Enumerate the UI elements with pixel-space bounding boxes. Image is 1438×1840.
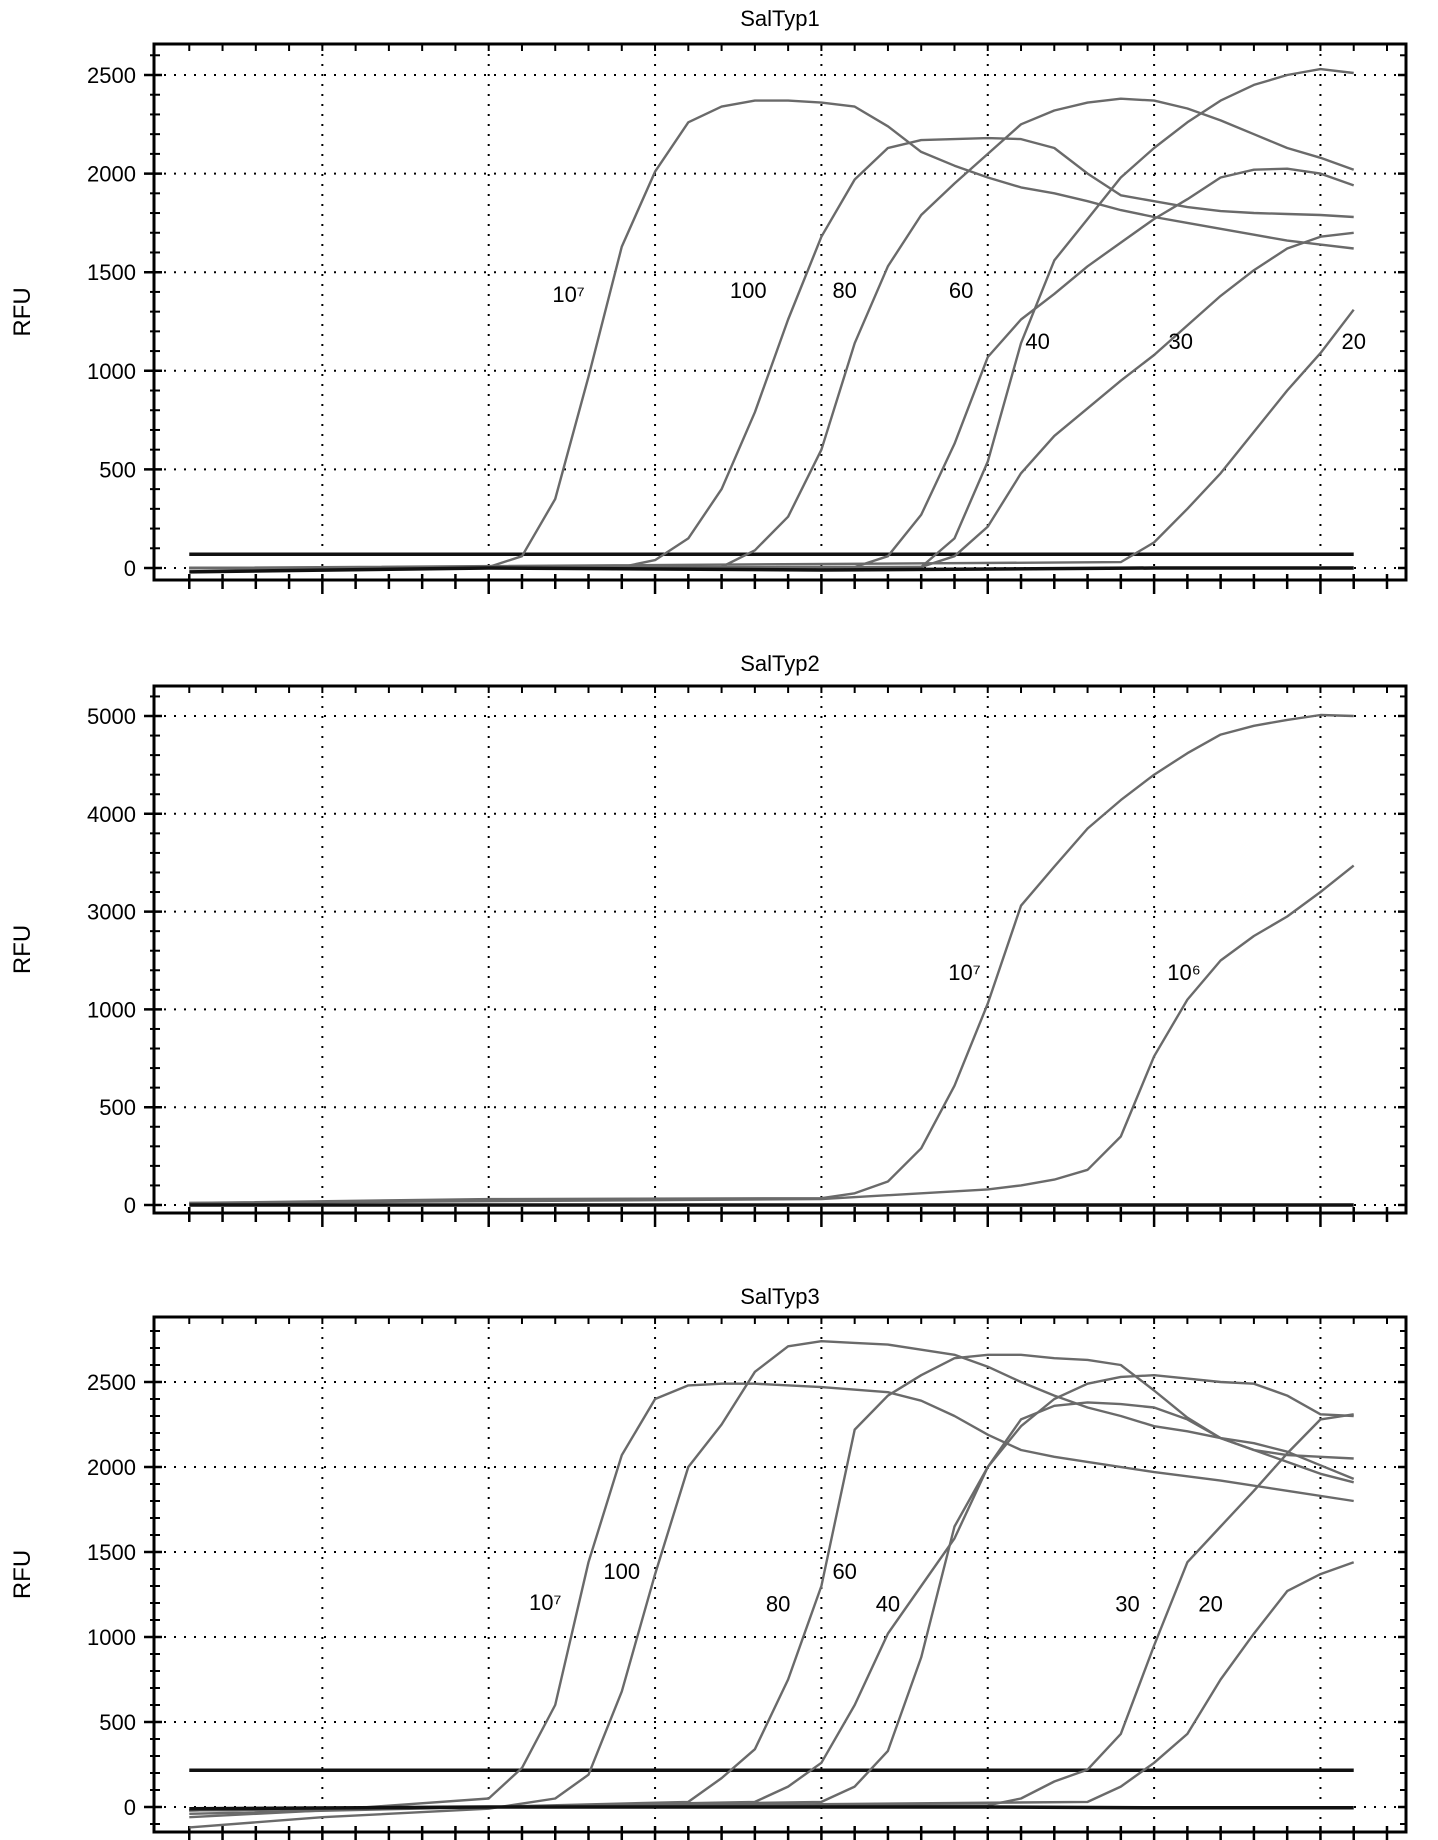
curve-label: 40 bbox=[1025, 329, 1049, 354]
y-tick-label: 1000 bbox=[87, 997, 136, 1022]
y-tick-label: 500 bbox=[99, 1095, 136, 1120]
amplification-curve-1 bbox=[189, 713, 1354, 1205]
y-tick-label: 500 bbox=[99, 1710, 136, 1735]
y-tick-label: 3000 bbox=[87, 900, 136, 925]
y-tick-label: 2000 bbox=[87, 162, 136, 187]
y-tick-label: 4000 bbox=[87, 802, 136, 827]
curve-label: 100 bbox=[730, 278, 767, 303]
y-axis-label: RFU bbox=[9, 287, 36, 336]
curve-label: 80 bbox=[832, 278, 856, 303]
chart-2: SalTyp2 RFU 0 500 1000 3000 4000 5000 10⁷ 10⁶ bbox=[9, 651, 1408, 1227]
curve-label: 80 bbox=[766, 1592, 790, 1617]
baseline-curve bbox=[189, 1805, 1354, 1811]
amplification-curve-6 bbox=[189, 1413, 1354, 1812]
plot-frame bbox=[152, 1315, 1408, 1834]
y-axis-label: RFU bbox=[9, 1550, 36, 1599]
amplification-curve-4 bbox=[189, 1401, 1354, 1812]
y-tick-label: 0 bbox=[124, 1795, 136, 1820]
y-tick-label: 2000 bbox=[87, 1455, 136, 1480]
amplification-curve-7 bbox=[189, 1561, 1355, 1812]
amplification-curve-4 bbox=[189, 167, 1355, 570]
plot-frame bbox=[152, 42, 1408, 582]
curve-label: 10⁷ bbox=[552, 282, 584, 307]
curve-label: 100 bbox=[603, 1559, 640, 1584]
amplification-curve-2 bbox=[189, 864, 1355, 1205]
amplification-curve-6 bbox=[189, 231, 1354, 570]
curve-label: 20 bbox=[1341, 329, 1365, 354]
curve-label: 10⁷ bbox=[529, 1590, 561, 1615]
chart-3: SalTyp3 RFU 0 500 1000 1500 2000 2500 10⁷ 100 80 60… bbox=[9, 1284, 1408, 1840]
y-tick-label: 0 bbox=[124, 1193, 136, 1218]
curve-label: 30 bbox=[1115, 1592, 1139, 1617]
curve-label: 40 bbox=[876, 1592, 900, 1617]
curve-label: 60 bbox=[949, 278, 973, 303]
amplification-curve-1 bbox=[189, 99, 1354, 570]
plot-frame bbox=[152, 684, 1408, 1215]
chart-1: SalTyp1 RFU 0 500 1000 1500 2000 2500 10⁷ 100 80 60… bbox=[9, 6, 1408, 594]
y-tick-label: 500 bbox=[99, 457, 136, 482]
chart-title: SalTyp3 bbox=[740, 1284, 820, 1309]
y-tick-label: 1000 bbox=[87, 359, 136, 384]
y-tick-label: 1000 bbox=[87, 1625, 136, 1650]
curve-label: 30 bbox=[1168, 329, 1192, 354]
y-tick-label: 1500 bbox=[87, 260, 136, 285]
curve-label: 60 bbox=[832, 1559, 856, 1584]
amplification-curve-2 bbox=[189, 1340, 1355, 1829]
y-tick-label: 1500 bbox=[87, 1540, 136, 1565]
y-tick-label: 5000 bbox=[87, 704, 136, 729]
y-tick-label: 2500 bbox=[87, 1370, 136, 1395]
amplification-curve-5 bbox=[189, 1374, 1354, 1812]
amplification-curve-5 bbox=[189, 67, 1354, 570]
curve-label: 10⁶ bbox=[1167, 960, 1201, 985]
y-tick-label: 2500 bbox=[87, 63, 136, 88]
amplification-curve-2 bbox=[189, 136, 1354, 570]
chart-title: SalTyp1 bbox=[740, 6, 820, 31]
baseline-curve bbox=[189, 566, 1354, 574]
amplification-curve-1 bbox=[189, 1382, 1354, 1819]
amplification-curve-7 bbox=[189, 308, 1355, 570]
y-axis-label: RFU bbox=[9, 925, 36, 974]
curve-label: 20 bbox=[1198, 1592, 1222, 1617]
chart-title: SalTyp2 bbox=[740, 651, 820, 676]
amplification-curve-3 bbox=[189, 97, 1355, 570]
y-tick-label: 0 bbox=[124, 556, 136, 581]
curve-label: 10⁷ bbox=[948, 960, 980, 985]
